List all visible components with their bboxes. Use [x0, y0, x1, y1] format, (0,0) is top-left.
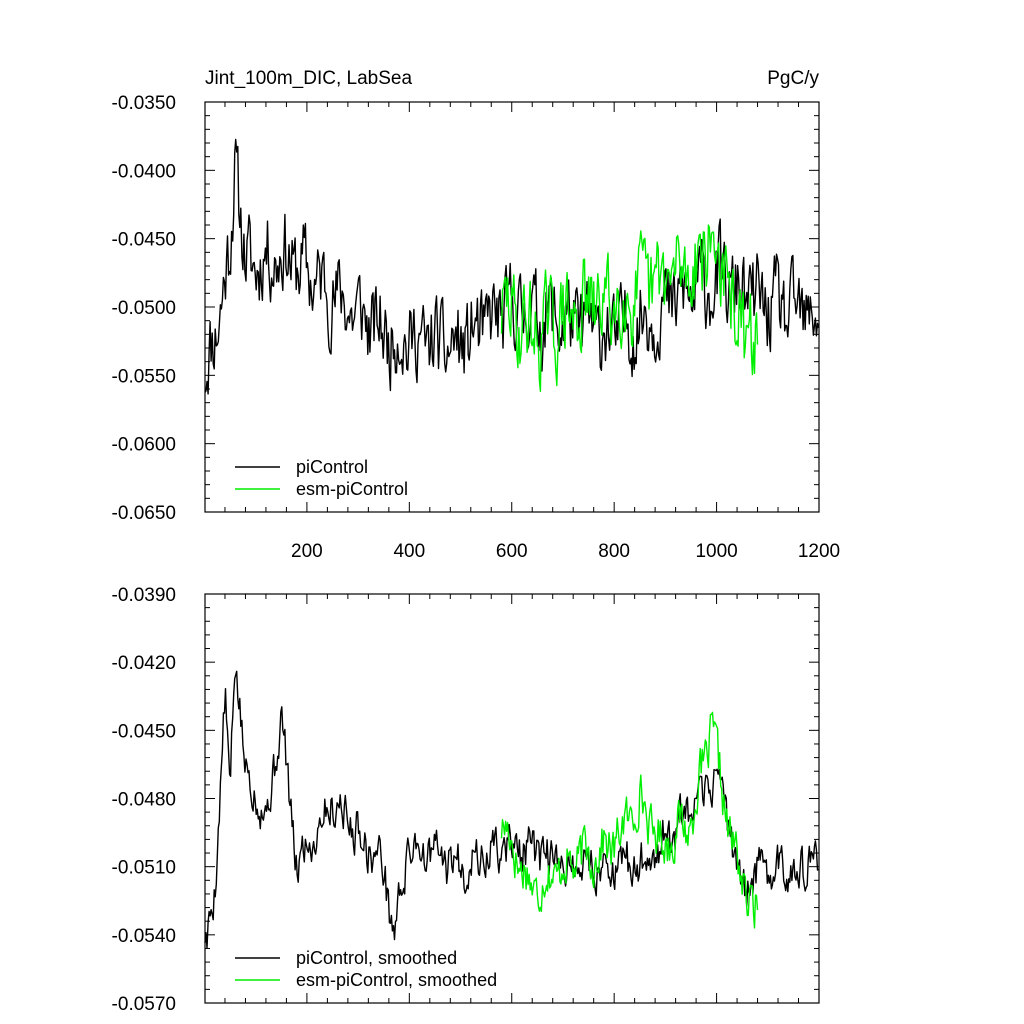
legend-label: piControl [296, 457, 368, 477]
y-tick-label: -0.0450 [112, 230, 176, 251]
legend-label: esm-piControl [296, 479, 408, 499]
x-tick-label: 1000 [695, 541, 737, 562]
top-x-tick-labels: 200 400 600 800 1000 1200 [291, 541, 840, 562]
y-tick-label: -0.0450 [112, 721, 176, 742]
x-tick-label: 200 [291, 541, 323, 562]
y-tick-label: -0.0540 [112, 926, 176, 947]
y-tick-label: -0.0400 [112, 161, 176, 182]
y-tick-label: -0.0600 [112, 435, 176, 456]
x-tick-label: 400 [393, 541, 425, 562]
y-tick-label: -0.0510 [112, 858, 176, 879]
top-y-tick-labels: -0.0350 -0.0400 -0.0450 -0.0500 -0.0550 -0.06… [112, 93, 176, 524]
x-tick-label: 800 [598, 541, 630, 562]
y-tick-label: -0.0650 [112, 503, 176, 524]
y-tick-label: -0.0550 [112, 366, 176, 387]
series-line [500, 711, 759, 929]
series-line [500, 224, 759, 392]
chart-title: Jint_100m_DIC, LabSea [205, 68, 412, 89]
x-tick-label: 1200 [798, 541, 840, 562]
top-panel: Jint_100m_DIC, LabSea PgC/y -0.0350 -0.04… [112, 68, 841, 562]
y-tick-label: -0.0500 [112, 298, 176, 319]
units-label: PgC/y [767, 68, 819, 89]
series-line [204, 670, 819, 949]
y-tick-label: -0.0570 [112, 994, 176, 1015]
y-tick-label: -0.0480 [112, 790, 176, 811]
y-tick-label: -0.0350 [112, 93, 176, 114]
legend-label: esm-piControl, smoothed [296, 970, 497, 990]
top-axis-ticks [205, 101, 820, 513]
y-tick-label: -0.0420 [112, 653, 176, 674]
x-tick-label: 600 [496, 541, 528, 562]
bottom-axis-ticks [205, 593, 820, 1004]
bottom-series-lines [204, 670, 819, 949]
top-series-lines [204, 138, 820, 395]
bottom-panel: -0.0390 -0.0420 -0.0450 -0.0480 -0.0510 -0.05… [112, 585, 820, 1015]
legend-label: piControl, smoothed [296, 948, 457, 968]
bottom-y-tick-labels: -0.0390 -0.0420 -0.0450 -0.0480 -0.0510 -0.05… [112, 585, 176, 1015]
y-tick-label: -0.0390 [112, 585, 176, 606]
